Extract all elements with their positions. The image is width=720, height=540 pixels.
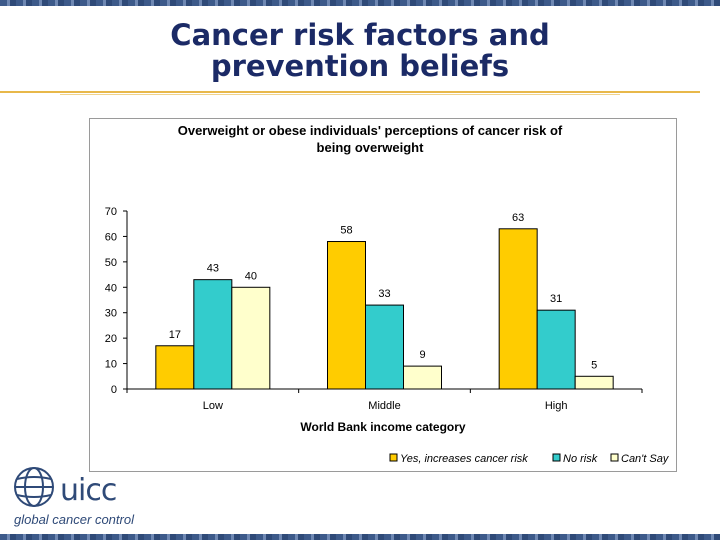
y-tick-label: 50: [105, 257, 117, 269]
bar: [536, 309, 576, 390]
legend-swatch: [389, 453, 398, 462]
y-tick-label: 40: [105, 282, 117, 294]
y-tick-label: 60: [105, 231, 117, 243]
y-tick-label: 0: [111, 384, 117, 396]
title-underline: [0, 91, 700, 93]
legend-label: Yes, increases cancer risk: [400, 453, 528, 465]
slide-title: Cancer risk factors and prevention belie…: [170, 18, 550, 83]
logo-tagline: global cancer control: [14, 512, 134, 527]
top-decorative-band: [0, 0, 720, 6]
x-axis-label: World Bank income category: [300, 420, 465, 434]
chart-frame: Overweight or obese individuals' percept…: [89, 118, 677, 472]
legend-swatch: [552, 453, 561, 462]
bar: [327, 241, 366, 390]
bar: [403, 365, 442, 390]
bar: [155, 345, 195, 390]
chart-title: Overweight or obese individuals' percept…: [178, 123, 563, 155]
bar: [498, 228, 538, 390]
legend-label: No risk: [563, 453, 598, 465]
x-tick-label: Middle: [368, 400, 400, 412]
data-label: 5: [591, 359, 597, 371]
bottom-decorative-band: [0, 534, 720, 540]
x-tick-label: High: [545, 400, 568, 412]
data-label: 31: [550, 293, 562, 305]
y-tick-label: 70: [105, 206, 117, 218]
legend-swatch: [610, 453, 619, 462]
data-label: 9: [419, 349, 425, 361]
legend-label: Can't Say: [621, 453, 670, 465]
logo-wordmark: uicc: [60, 473, 117, 508]
data-label: 63: [512, 212, 524, 224]
bar: [365, 304, 404, 390]
y-tick-label: 10: [105, 359, 117, 371]
data-label: 33: [378, 288, 390, 300]
data-label: 40: [245, 270, 257, 282]
title-underline-secondary: [60, 94, 620, 95]
bar-chart: Overweight or obese individuals' percept…: [105, 123, 670, 465]
bar: [231, 286, 271, 390]
x-tick-label: Low: [203, 400, 223, 412]
y-tick-label: 30: [105, 308, 117, 320]
bar: [193, 279, 233, 390]
data-label: 17: [169, 329, 181, 341]
data-label: 43: [207, 263, 219, 275]
y-tick-label: 20: [105, 333, 117, 345]
bar: [574, 375, 614, 390]
uicc-globe-logo-icon: [14, 467, 54, 507]
data-label: 58: [340, 225, 352, 237]
